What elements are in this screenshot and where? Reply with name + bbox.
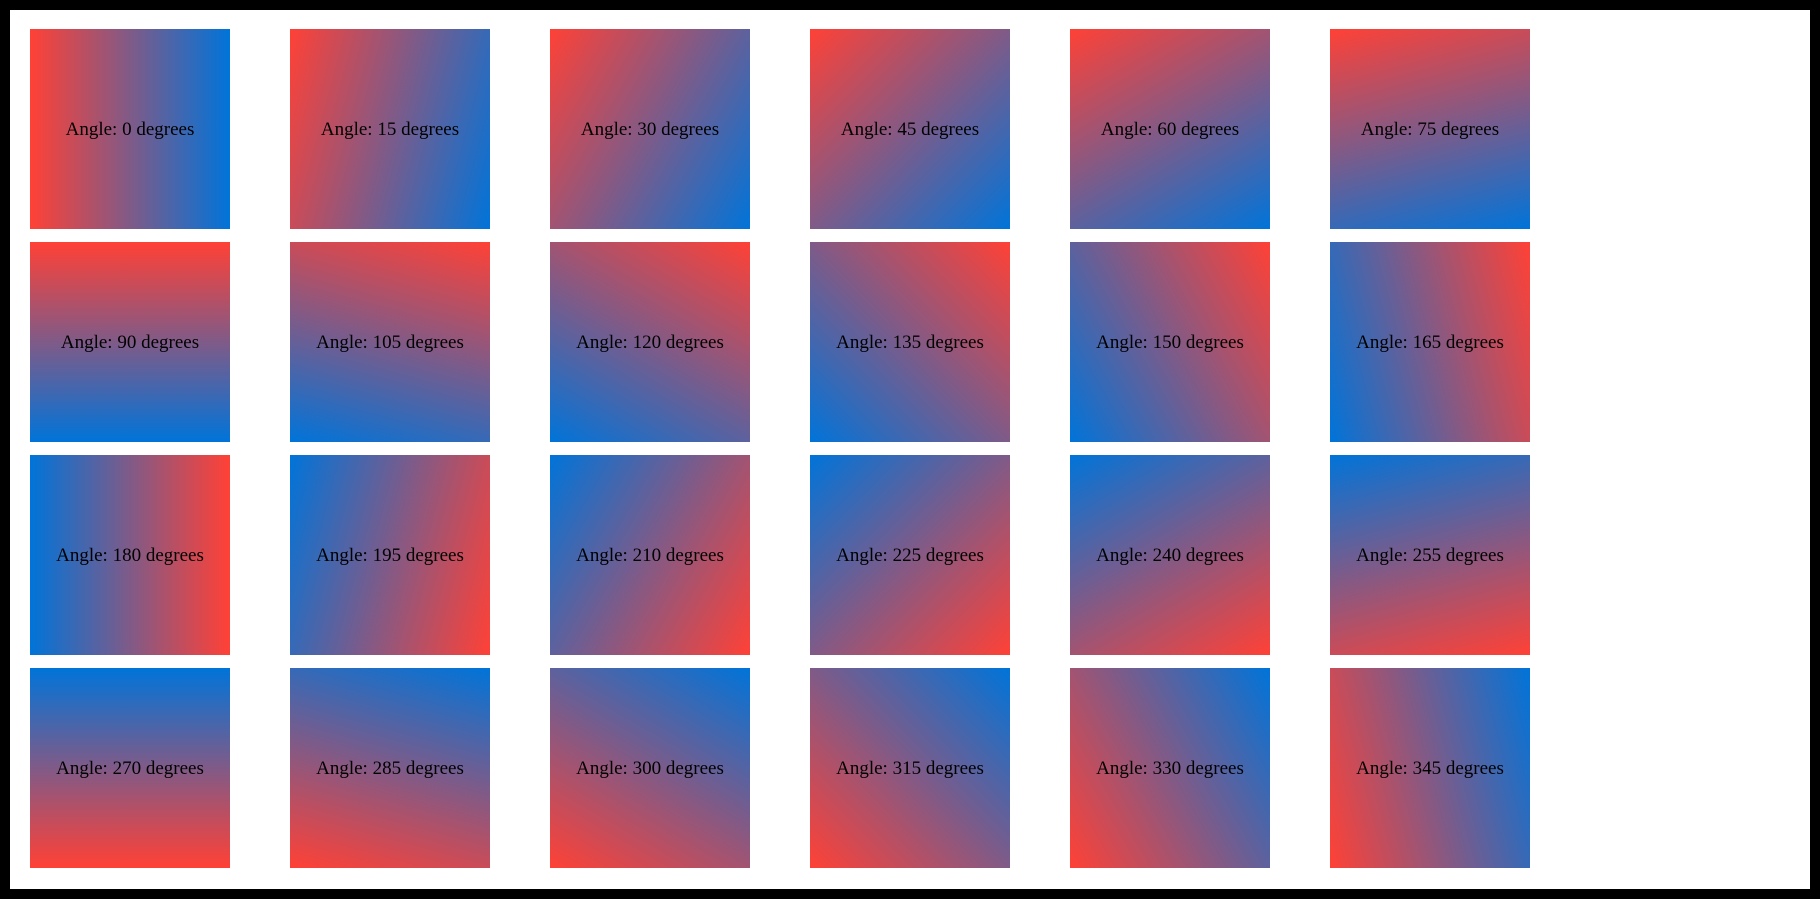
gradient-tile: Angle: 285 degrees — [290, 668, 490, 868]
gradient-tile: Angle: 165 degrees — [1330, 242, 1530, 442]
gradient-tile: Angle: 255 degrees — [1330, 455, 1530, 655]
tile-angle-label: Angle: 270 degrees — [56, 757, 204, 779]
gradient-tile: Angle: 150 degrees — [1070, 242, 1270, 442]
tile-angle-label: Angle: 60 degrees — [1100, 118, 1240, 140]
gradient-tile: Angle: 120 degrees — [550, 242, 750, 442]
tile-angle-label: Angle: 240 degrees — [1096, 544, 1244, 566]
gradient-tile: Angle: 60 degrees — [1070, 29, 1270, 229]
gradient-tile: Angle: 300 degrees — [550, 668, 750, 868]
tile-angle-label: Angle: 150 degrees — [1096, 331, 1244, 353]
gradient-tile: Angle: 15 degrees — [290, 29, 490, 229]
tile-angle-label: Angle: 165 degrees — [1356, 331, 1504, 353]
gradient-tile: Angle: 30 degrees — [550, 29, 750, 229]
white-page: Angle: 0 degrees Angle: 15 degrees Angle… — [10, 10, 1810, 889]
tile-angle-label: Angle: 30 degrees — [580, 118, 720, 140]
tile-angle-label: Angle: 285 degrees — [316, 757, 464, 779]
tile-angle-label: Angle: 15 degrees — [320, 118, 460, 140]
gradient-tile: Angle: 315 degrees — [810, 668, 1010, 868]
tile-angle-label: Angle: 0 degrees — [65, 118, 195, 140]
gradient-tile: Angle: 210 degrees — [550, 455, 750, 655]
gradient-grid: Angle: 0 degrees Angle: 15 degrees Angle… — [30, 29, 1530, 868]
gradient-tile: Angle: 240 degrees — [1070, 455, 1270, 655]
gradient-tile: Angle: 75 degrees — [1330, 29, 1530, 229]
tile-angle-label: Angle: 315 degrees — [836, 757, 984, 779]
tile-angle-label: Angle: 120 degrees — [576, 331, 724, 353]
tile-angle-label: Angle: 195 degrees — [316, 544, 464, 566]
tile-angle-label: Angle: 180 degrees — [56, 544, 204, 566]
tile-angle-label: Angle: 105 degrees — [316, 331, 464, 353]
gradient-tile: Angle: 90 degrees — [30, 242, 230, 442]
tile-angle-label: Angle: 135 degrees — [836, 331, 984, 353]
tile-angle-label: Angle: 300 degrees — [576, 757, 724, 779]
tile-angle-label: Angle: 345 degrees — [1356, 757, 1504, 779]
gradient-tile: Angle: 330 degrees — [1070, 668, 1270, 868]
gradient-tile: Angle: 225 degrees — [810, 455, 1010, 655]
gradient-tile: Angle: 195 degrees — [290, 455, 490, 655]
tile-angle-label: Angle: 90 degrees — [60, 331, 200, 353]
gradient-tile: Angle: 0 degrees — [30, 29, 230, 229]
gradient-tile: Angle: 45 degrees — [810, 29, 1010, 229]
tile-angle-label: Angle: 75 degrees — [1360, 118, 1500, 140]
tile-angle-label: Angle: 255 degrees — [1356, 544, 1504, 566]
tile-angle-label: Angle: 45 degrees — [840, 118, 980, 140]
tile-angle-label: Angle: 225 degrees — [836, 544, 984, 566]
gradient-tile: Angle: 180 degrees — [30, 455, 230, 655]
tile-angle-label: Angle: 210 degrees — [576, 544, 724, 566]
gradient-tile: Angle: 345 degrees — [1330, 668, 1530, 868]
gradient-tile: Angle: 105 degrees — [290, 242, 490, 442]
gradient-tile: Angle: 135 degrees — [810, 242, 1010, 442]
tile-angle-label: Angle: 330 degrees — [1096, 757, 1244, 779]
gradient-tile: Angle: 270 degrees — [30, 668, 230, 868]
